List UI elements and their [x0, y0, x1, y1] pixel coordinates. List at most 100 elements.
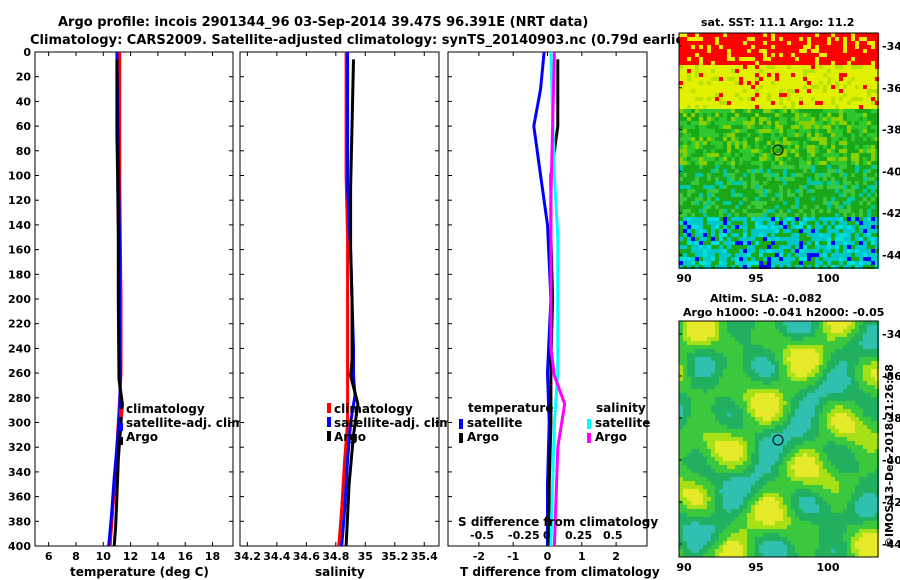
- sla-cell: [867, 369, 871, 373]
- sst-cell: [867, 85, 871, 89]
- sla-cell: [839, 437, 843, 441]
- sla-cell: [743, 401, 747, 405]
- sst-cell: [703, 153, 707, 157]
- sst-cell: [731, 197, 735, 201]
- sst-cell: [763, 213, 767, 217]
- sst-cell: [807, 237, 811, 241]
- sst-cell: [759, 261, 763, 265]
- sst-cell: [703, 73, 707, 77]
- sla-cell: [703, 349, 707, 353]
- sst-cell: [779, 129, 783, 133]
- sla-cell: [739, 433, 743, 437]
- sst-cell: [791, 85, 795, 89]
- sla-cell: [727, 353, 731, 357]
- sst-cell: [783, 157, 787, 161]
- sst-cell: [739, 265, 743, 269]
- sst-cell: [859, 97, 863, 101]
- sst-cell: [763, 85, 767, 89]
- sst-cell: [847, 65, 851, 69]
- sla-cell: [715, 365, 719, 369]
- sla-cell: [763, 361, 767, 365]
- sst-cell: [751, 77, 755, 81]
- sla-cell: [831, 441, 835, 445]
- sst-cell: [747, 209, 751, 213]
- sla-cell: [863, 337, 867, 341]
- sla-cell: [771, 421, 775, 425]
- sst-cell: [687, 81, 691, 85]
- sst-cell: [867, 149, 871, 153]
- sla-cell: [795, 385, 799, 389]
- sla-cell: [779, 401, 783, 405]
- sst-cell: [679, 233, 683, 237]
- sst-cell: [699, 137, 703, 141]
- sst-cell: [791, 61, 795, 65]
- sla-cell: [783, 401, 787, 405]
- sla-cell: [811, 449, 815, 453]
- sst-cell: [699, 97, 703, 101]
- sst-cell: [795, 105, 799, 109]
- sst-cell: [691, 193, 695, 197]
- sst-cell: [703, 45, 707, 49]
- sla-cell: [727, 389, 731, 393]
- sla-cell: [755, 373, 759, 377]
- sst-cell: [799, 165, 803, 169]
- sst-cell: [707, 81, 711, 85]
- sla-cell: [851, 325, 855, 329]
- sst-cell: [859, 117, 863, 121]
- sst-cell: [827, 185, 831, 189]
- sst-cell: [867, 209, 871, 213]
- sla-cell: [803, 357, 807, 361]
- sst-cell: [819, 197, 823, 201]
- sst-cell: [687, 121, 691, 125]
- sst-cell: [831, 225, 835, 229]
- sst-cell: [807, 149, 811, 153]
- sla-cell: [695, 401, 699, 405]
- sst-cell: [787, 109, 791, 113]
- sla-cell: [867, 449, 871, 453]
- sst-cell: [771, 125, 775, 129]
- sst-cell: [771, 201, 775, 205]
- sla-cell: [791, 441, 795, 445]
- sla-cell: [679, 397, 683, 401]
- sla-cell: [719, 425, 723, 429]
- sst-cell: [695, 209, 699, 213]
- sla-cell: [803, 397, 807, 401]
- sst-cell: [763, 133, 767, 137]
- sst-cell: [839, 181, 843, 185]
- sla-cell: [747, 445, 751, 449]
- sla-cell: [787, 409, 791, 413]
- sla-cell: [727, 321, 731, 325]
- sst-cell: [851, 77, 855, 81]
- sst-cell: [779, 181, 783, 185]
- sst-cell: [775, 257, 779, 261]
- sla-cell: [767, 369, 771, 373]
- sst-cell: [831, 233, 835, 237]
- sst-cell: [847, 169, 851, 173]
- sst-cell: [687, 133, 691, 137]
- sst-cell: [835, 225, 839, 229]
- sst-cell: [707, 205, 711, 209]
- sla-cell: [831, 433, 835, 437]
- sst-cell: [731, 41, 735, 45]
- sst-cell: [767, 161, 771, 165]
- sst-cell: [799, 77, 803, 81]
- sla-cell: [695, 433, 699, 437]
- sla-cell: [795, 417, 799, 421]
- sst-cell: [723, 77, 727, 81]
- sst-cell: [707, 261, 711, 265]
- sst-cell: [739, 193, 743, 197]
- sla-cell: [855, 373, 859, 377]
- sst-cell: [727, 181, 731, 185]
- sla-cell: [799, 353, 803, 357]
- sla-cell: [851, 397, 855, 401]
- sla-cell: [751, 433, 755, 437]
- sla-cell: [783, 373, 787, 377]
- sst-cell: [731, 97, 735, 101]
- sst-cell: [715, 57, 719, 61]
- sla-cell: [767, 337, 771, 341]
- sla-cell: [691, 365, 695, 369]
- sst-cell: [775, 185, 779, 189]
- sst-cell: [867, 117, 871, 121]
- sla-cell: [759, 369, 763, 373]
- sst-cell: [839, 81, 843, 85]
